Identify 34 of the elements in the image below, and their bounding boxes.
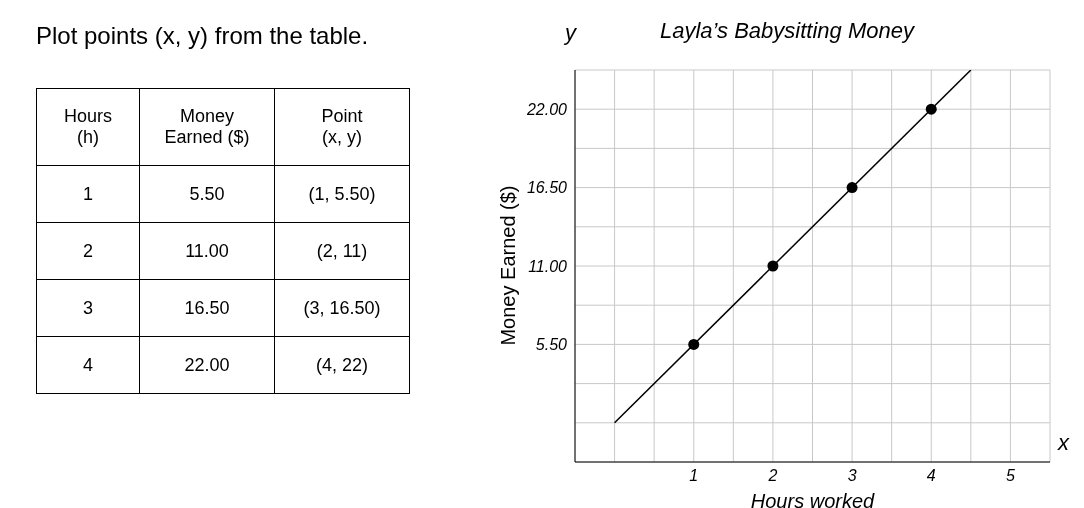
text: x [1058, 430, 1069, 456]
chart-title: Layla’s Babysitting Money [660, 18, 914, 44]
y-tick-label: 5.50 [535, 336, 568, 354]
x-axis-title: Hours worked [750, 490, 876, 508]
text: Money Earned ($) [163, 106, 251, 148]
point [767, 260, 779, 272]
y-tick-label: 22.00 [525, 100, 568, 118]
y-tick-label: 16.50 [526, 179, 568, 197]
text: 2 [36, 222, 140, 280]
text: 22.00 [139, 336, 275, 394]
x-tick-label: 2 [767, 467, 778, 485]
point [925, 103, 937, 115]
text: Point (x, y) [320, 106, 364, 148]
x-tick-label: 3 [847, 467, 857, 485]
x-tick-label: 4 [926, 467, 936, 485]
point [846, 182, 858, 194]
text: 5.50 [139, 165, 275, 223]
text: Plot points (x, y) from the table. [36, 22, 369, 50]
text: 3 [36, 279, 140, 337]
point [688, 338, 700, 350]
y-tick-label: 11.00 [528, 257, 568, 275]
x-tick-label: 5 [1005, 467, 1015, 485]
text: (4, 22) [274, 336, 410, 394]
text: (1, 5.50) [274, 165, 410, 223]
text: 1 [36, 165, 140, 223]
text: 4 [36, 336, 140, 394]
text: 16.50 [139, 279, 275, 337]
text: (2, 11) [274, 222, 410, 280]
text: Hours (h) [63, 106, 113, 148]
text: 11.00 [139, 222, 275, 280]
text: (3, 16.50) [274, 279, 410, 337]
y-axis-title: Money Earned ($) [496, 184, 520, 348]
x-tick-label: 1 [689, 467, 699, 485]
text: y [565, 20, 576, 46]
